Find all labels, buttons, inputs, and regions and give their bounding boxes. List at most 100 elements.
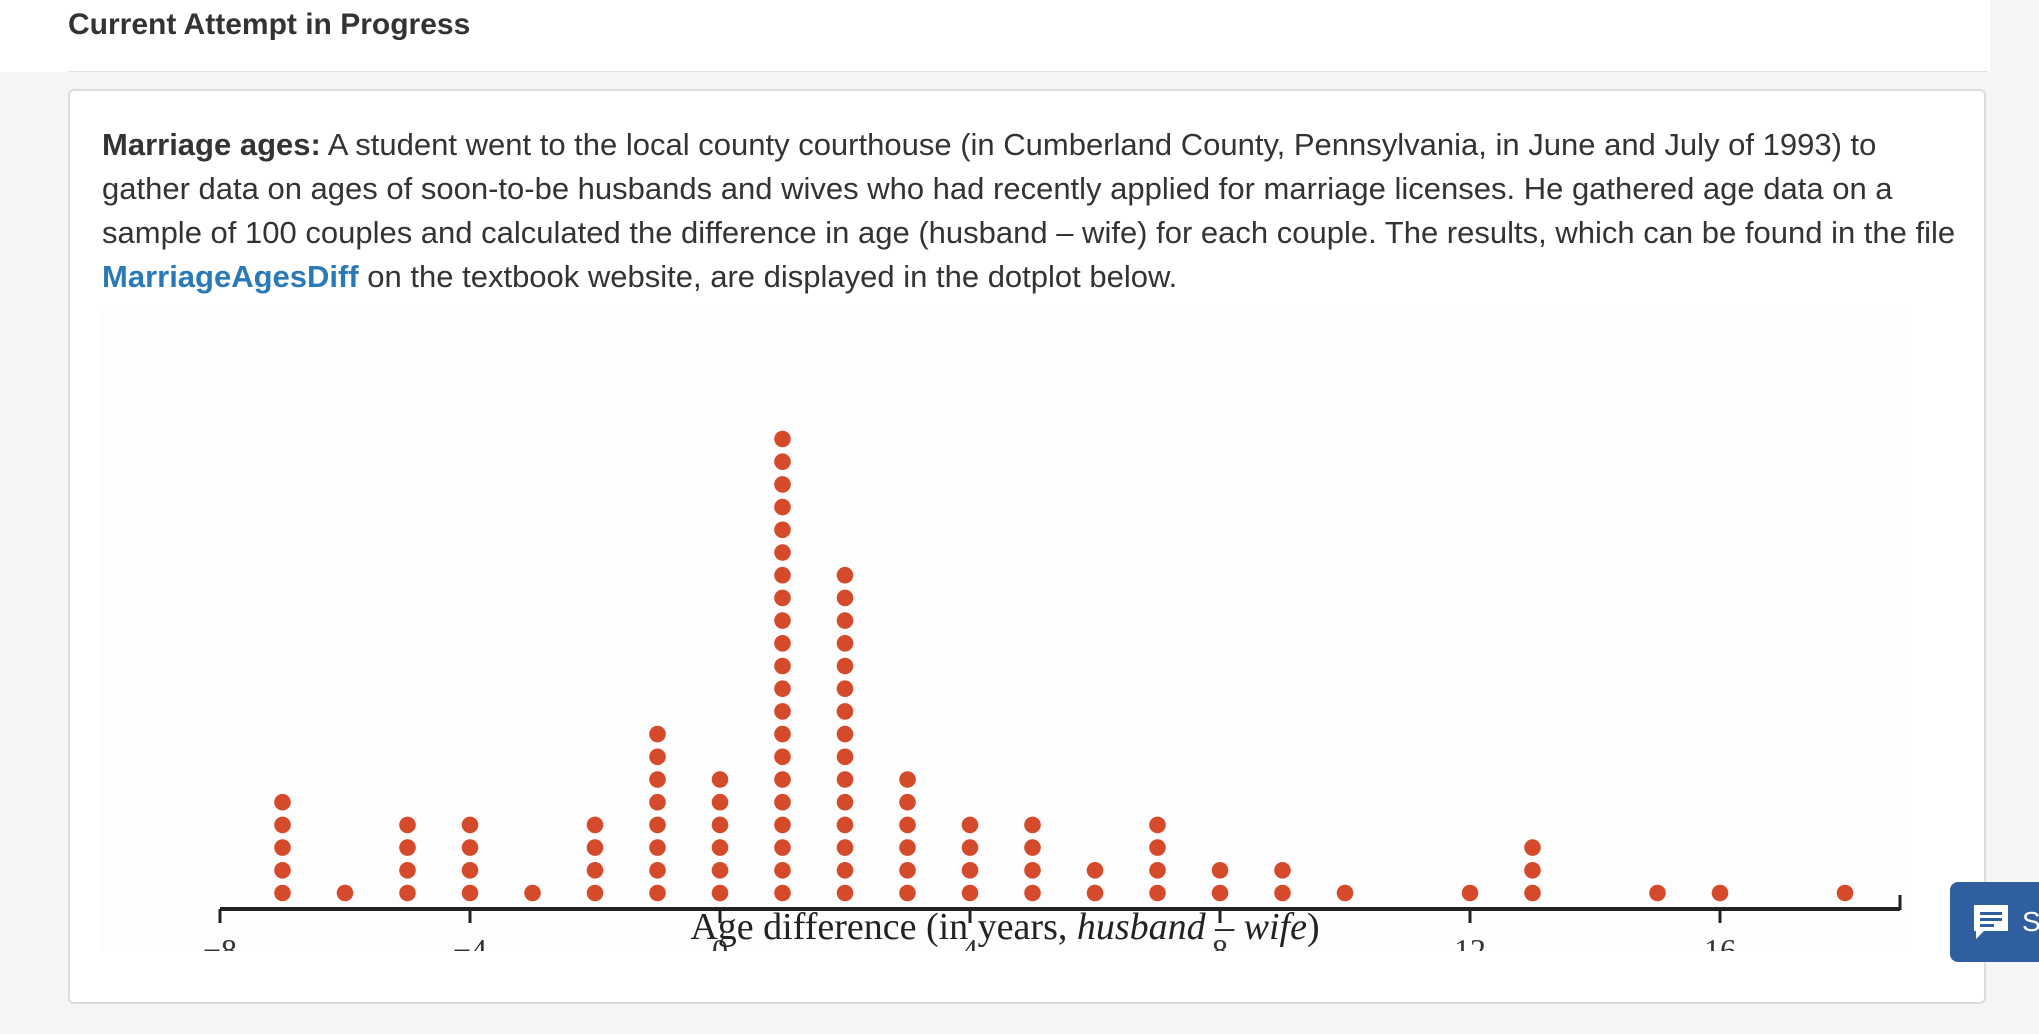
data-dot [774,453,791,470]
data-dot [774,793,791,811]
data-dot [836,612,854,629]
data-dot [1086,862,1104,879]
data-dot [1149,884,1166,902]
chat-icon [1974,905,2008,939]
data-dot [774,771,791,788]
data-dot [586,816,604,834]
x-tick-label: 12 [1454,932,1486,951]
data-dot [774,476,791,493]
data-dot [836,635,854,652]
x-tick-label: −4 [453,932,487,951]
data-dot [1836,884,1854,902]
data-dot [836,680,854,697]
data-dot [649,816,666,834]
ticks-group: −8 −4 0 4 8 12 16 [203,895,1902,951]
data-dot [649,793,666,811]
data-dot [711,816,729,834]
data-dot [586,884,604,902]
data-dot [774,862,791,879]
data-dot [774,589,791,607]
data-dot [336,884,354,902]
data-dot [774,884,791,902]
dots-group [274,430,1854,902]
data-dot [399,884,416,902]
data-dot [1211,862,1229,879]
data-dot [961,816,979,834]
data-dot [649,771,666,788]
top-panel: Current Attempt in Progress [0,0,1990,72]
data-dot [1524,884,1541,902]
x-axis-label-italic: husband – wife [1077,906,1307,948]
data-dot [774,748,791,766]
data-dot [1086,884,1104,902]
data-dot [399,839,416,856]
data-dot [836,816,854,834]
x-axis-label: Age difference (in years, husband – wife… [690,906,1319,948]
data-dot [774,839,791,856]
data-dot [961,862,979,879]
data-dot [836,703,854,720]
data-dot [899,862,916,879]
data-dot [1024,816,1041,834]
data-dot [1524,839,1541,856]
data-dot [711,771,729,788]
data-dot [461,816,479,834]
data-dot [836,839,854,856]
data-dot [1461,884,1479,902]
section-title: Current Attempt in Progress [68,8,471,41]
dotplot-svg: −8 −4 0 4 8 12 16 Age difference (in years, hu… [100,311,1910,951]
data-dot [711,793,729,811]
data-dot [1274,884,1291,902]
data-dot [774,657,791,675]
data-dot [399,816,416,834]
data-dot [1711,884,1729,902]
data-dot [649,748,666,766]
data-dot [649,839,666,856]
data-dot [586,839,604,856]
data-dot [899,793,916,811]
question-body: A student went to the local county court… [102,127,1956,250]
data-dot [774,430,791,448]
data-dot [649,884,666,902]
data-dot [1024,839,1041,856]
data-dot [836,725,854,743]
data-dot [961,839,979,856]
data-dot [1336,884,1354,902]
x-tick-label: 8 [1212,932,1228,951]
data-dot [461,884,479,902]
feedback-label: S [2022,906,2039,937]
data-dot [836,748,854,766]
data-dot [899,839,916,856]
data-dot [274,793,291,811]
marriage-ages-diff-link[interactable]: MarriageAgesDiff [102,259,359,294]
data-dot [1149,862,1166,879]
question-lead: Marriage ages: [102,127,321,162]
data-dot [524,884,541,902]
data-dot [774,566,791,584]
data-dot [461,839,479,856]
data-dot [274,816,291,834]
data-dot [274,884,291,902]
feedback-button[interactable]: S [1950,882,2039,962]
data-dot [836,884,854,902]
data-dot [899,884,916,902]
data-dot [774,703,791,720]
data-dot [1024,862,1041,879]
data-dot [1649,884,1666,902]
data-dot [961,884,979,902]
data-dot [836,589,854,607]
data-dot [774,612,791,629]
data-dot [899,771,916,788]
data-dot [774,544,791,561]
data-dot [274,839,291,856]
data-dot [399,862,416,879]
data-dot [586,862,604,879]
data-dot [899,816,916,834]
x-axis-label-plain: Age difference (in years, [690,906,1077,948]
data-dot [1274,862,1291,879]
data-dot [774,725,791,743]
x-tick-label: 16 [1704,932,1736,951]
data-dot [274,862,291,879]
data-dot [774,816,791,834]
question-card: Marriage ages: A student went to the loc… [68,89,1986,1004]
